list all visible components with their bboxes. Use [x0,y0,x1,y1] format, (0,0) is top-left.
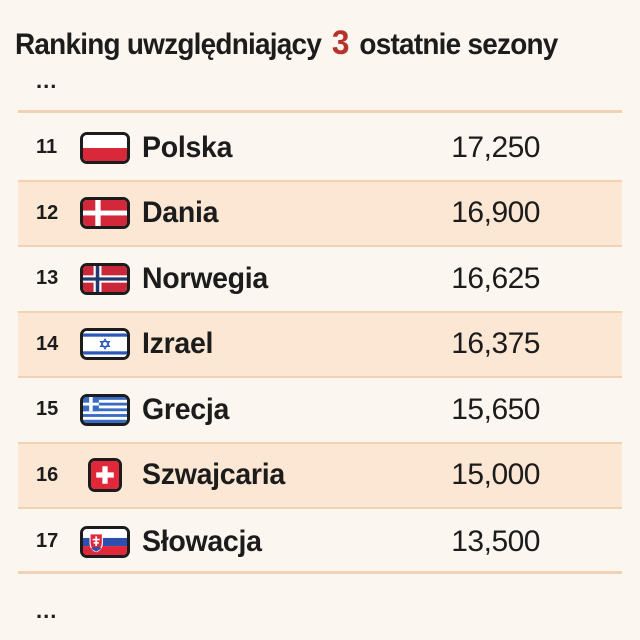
ranking-table: 11 Polska 17,250 12 Dania 16,900 13 [18,116,622,575]
table-row: 13 Norwegia 16,625 [18,247,622,313]
rank-number: 11 [36,136,58,159]
rank-number: 14 [36,332,59,355]
rank-number: 17 [36,530,59,553]
title-text-after: ostatnie sezony [359,28,558,61]
points-value: 16,625 [451,261,540,295]
country-name: Polska [142,130,233,164]
ellipsis-bottom: ... [36,598,58,623]
israel-flag-icon [80,328,130,361]
title-season-count: 3 [331,24,350,62]
rank-number: 12 [36,201,59,224]
country-name: Szwajcaria [142,458,285,492]
rank-number: 16 [36,463,59,486]
denmark-flag-icon [80,197,130,230]
points-value: 15,650 [451,392,540,426]
country-name: Dania [142,196,219,230]
points-value: 16,375 [451,327,540,361]
divider-bottom [18,571,622,574]
table-row: 14 Izrael 16,375 [18,312,622,378]
title-text-before: Ranking uwzględniający [15,28,322,61]
country-name: Słowacja [142,524,262,558]
poland-flag-icon [80,131,130,164]
table-row: 12 Dania 16,900 [18,181,622,247]
slovakia-flag-icon [80,525,130,558]
page-title: Ranking uwzględniający 3 ostatnie sezony [15,24,558,63]
points-value: 17,250 [451,130,540,164]
table-row: 15 Grecja 15,650 [18,378,622,444]
greece-flag-icon [80,393,130,426]
norway-flag-icon [80,262,130,295]
points-value: 15,000 [451,458,540,492]
points-value: 16,900 [451,196,540,230]
ellipsis-top: ... [36,68,58,93]
country-name: Norwegia [142,261,269,295]
divider-top [18,110,622,113]
country-name: Izrael [142,327,214,361]
table-row: 16 Szwajcaria 15,000 [18,443,622,509]
points-value: 13,500 [451,524,540,558]
rank-number: 13 [36,267,59,290]
rank-number: 15 [36,398,59,421]
switzerland-flag-icon [88,458,122,493]
country-name: Grecja [142,392,230,426]
table-row: 17 Słowacja 13,500 [18,509,622,575]
table-row: 11 Polska 17,250 [18,116,622,182]
